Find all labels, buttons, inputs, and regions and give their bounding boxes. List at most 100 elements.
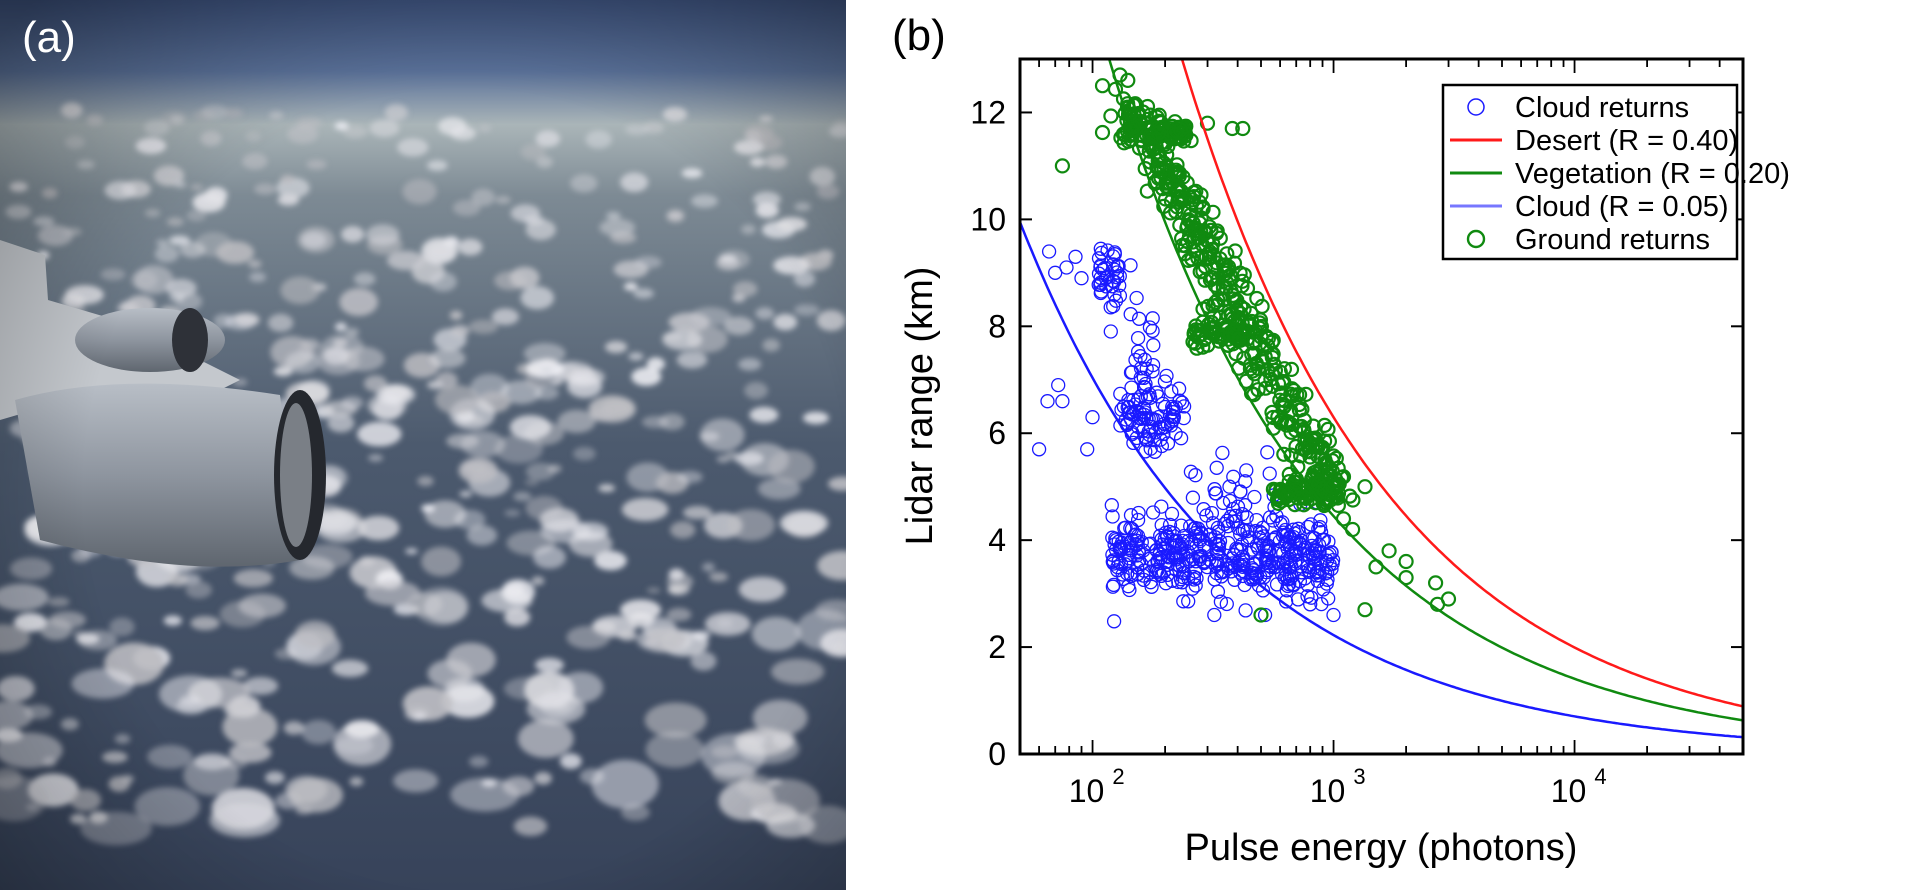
data-point — [1108, 293, 1124, 308]
data-point — [1182, 213, 1198, 229]
data-point — [1145, 505, 1161, 520]
data-point — [1142, 387, 1157, 402]
data-point — [1257, 607, 1273, 623]
data-point — [1203, 532, 1218, 547]
data-point — [1263, 559, 1279, 575]
data-point — [1159, 147, 1175, 163]
data-point — [1129, 403, 1144, 419]
data-point — [1260, 445, 1275, 460]
data-point — [1106, 614, 1122, 629]
data-point — [1110, 559, 1125, 575]
data-point — [1273, 516, 1288, 531]
data-point — [1105, 509, 1120, 524]
data-point — [1137, 405, 1153, 420]
data-point — [1317, 417, 1333, 433]
data-point — [1314, 596, 1329, 612]
data-point — [1193, 187, 1209, 203]
data-point — [1162, 517, 1178, 533]
data-point — [1239, 510, 1254, 525]
data-point — [1133, 389, 1148, 404]
data-point — [1258, 380, 1274, 396]
data-point — [1300, 589, 1315, 604]
data-point — [1227, 243, 1243, 259]
data-point — [1154, 568, 1169, 584]
data-point — [1233, 484, 1248, 499]
y-axis-label: Lidar range (km) — [899, 267, 941, 546]
data-point — [1317, 483, 1333, 499]
data-point — [1114, 402, 1129, 417]
data-point — [1213, 594, 1229, 609]
data-point — [1308, 549, 1323, 564]
data-point — [1228, 346, 1244, 362]
data-point — [1103, 324, 1118, 339]
data-point — [1303, 517, 1319, 532]
data-point — [1319, 576, 1334, 591]
data-point — [1129, 290, 1144, 306]
data-point — [1345, 521, 1361, 538]
legend-label: Cloud returns — [1515, 92, 1689, 124]
data-point — [1059, 260, 1074, 275]
data-point — [1093, 241, 1108, 256]
data-point — [1148, 425, 1163, 440]
data-point — [1183, 464, 1199, 479]
x-tick-exponent: 3 — [1353, 764, 1365, 789]
data-point — [1216, 495, 1231, 511]
data-point — [1113, 556, 1129, 572]
data-point — [1276, 361, 1292, 377]
legend-marker — [1466, 229, 1486, 249]
data-point — [1123, 365, 1139, 380]
data-point — [1293, 448, 1309, 464]
data-point — [1158, 191, 1174, 207]
data-point — [1093, 285, 1108, 301]
data-point — [1154, 438, 1170, 454]
data-point — [1167, 534, 1183, 549]
data-point — [1160, 557, 1175, 572]
data-point — [1157, 374, 1173, 389]
data-point — [1168, 546, 1183, 561]
data-point — [1142, 320, 1158, 335]
data-point — [1123, 307, 1138, 322]
data-point — [1289, 535, 1304, 550]
data-point — [1094, 78, 1111, 94]
data-point — [1190, 229, 1206, 245]
data-point — [1173, 431, 1189, 446]
data-point — [1158, 525, 1173, 540]
data-point — [1150, 149, 1166, 165]
data-point — [1307, 531, 1322, 546]
data-point — [1304, 472, 1320, 488]
data-point — [1109, 532, 1124, 548]
data-point — [1185, 581, 1200, 596]
data-point — [1300, 519, 1316, 535]
data-point — [1248, 355, 1264, 372]
data-point — [1253, 607, 1269, 623]
data-point — [1277, 393, 1293, 409]
data-point — [1262, 466, 1277, 481]
data-point — [1248, 523, 1263, 539]
data-point — [1254, 526, 1269, 541]
data-point — [1126, 435, 1141, 451]
data-point — [1113, 130, 1129, 146]
data-point — [1159, 368, 1174, 384]
data-point — [1257, 372, 1273, 388]
data-point — [1210, 584, 1226, 599]
data-point — [1167, 167, 1183, 183]
data-point — [1127, 96, 1143, 112]
data-point — [1224, 120, 1240, 137]
data-point — [1203, 269, 1219, 285]
data-point — [1171, 381, 1187, 396]
data-point — [1216, 257, 1232, 273]
data-point — [1237, 323, 1253, 339]
data-point — [1131, 553, 1146, 568]
data-point — [1137, 161, 1153, 177]
data-point — [1123, 541, 1138, 556]
data-point — [1124, 533, 1140, 548]
data-point — [1145, 323, 1160, 339]
data-point — [1248, 323, 1264, 340]
data-point — [1185, 490, 1201, 505]
data-point — [1249, 512, 1264, 528]
data-point — [1149, 120, 1165, 136]
data-point — [1108, 531, 1123, 546]
data-point — [1151, 409, 1167, 425]
data-point — [1269, 491, 1286, 508]
legend-label: Cloud (R = 0.05) — [1515, 191, 1729, 223]
